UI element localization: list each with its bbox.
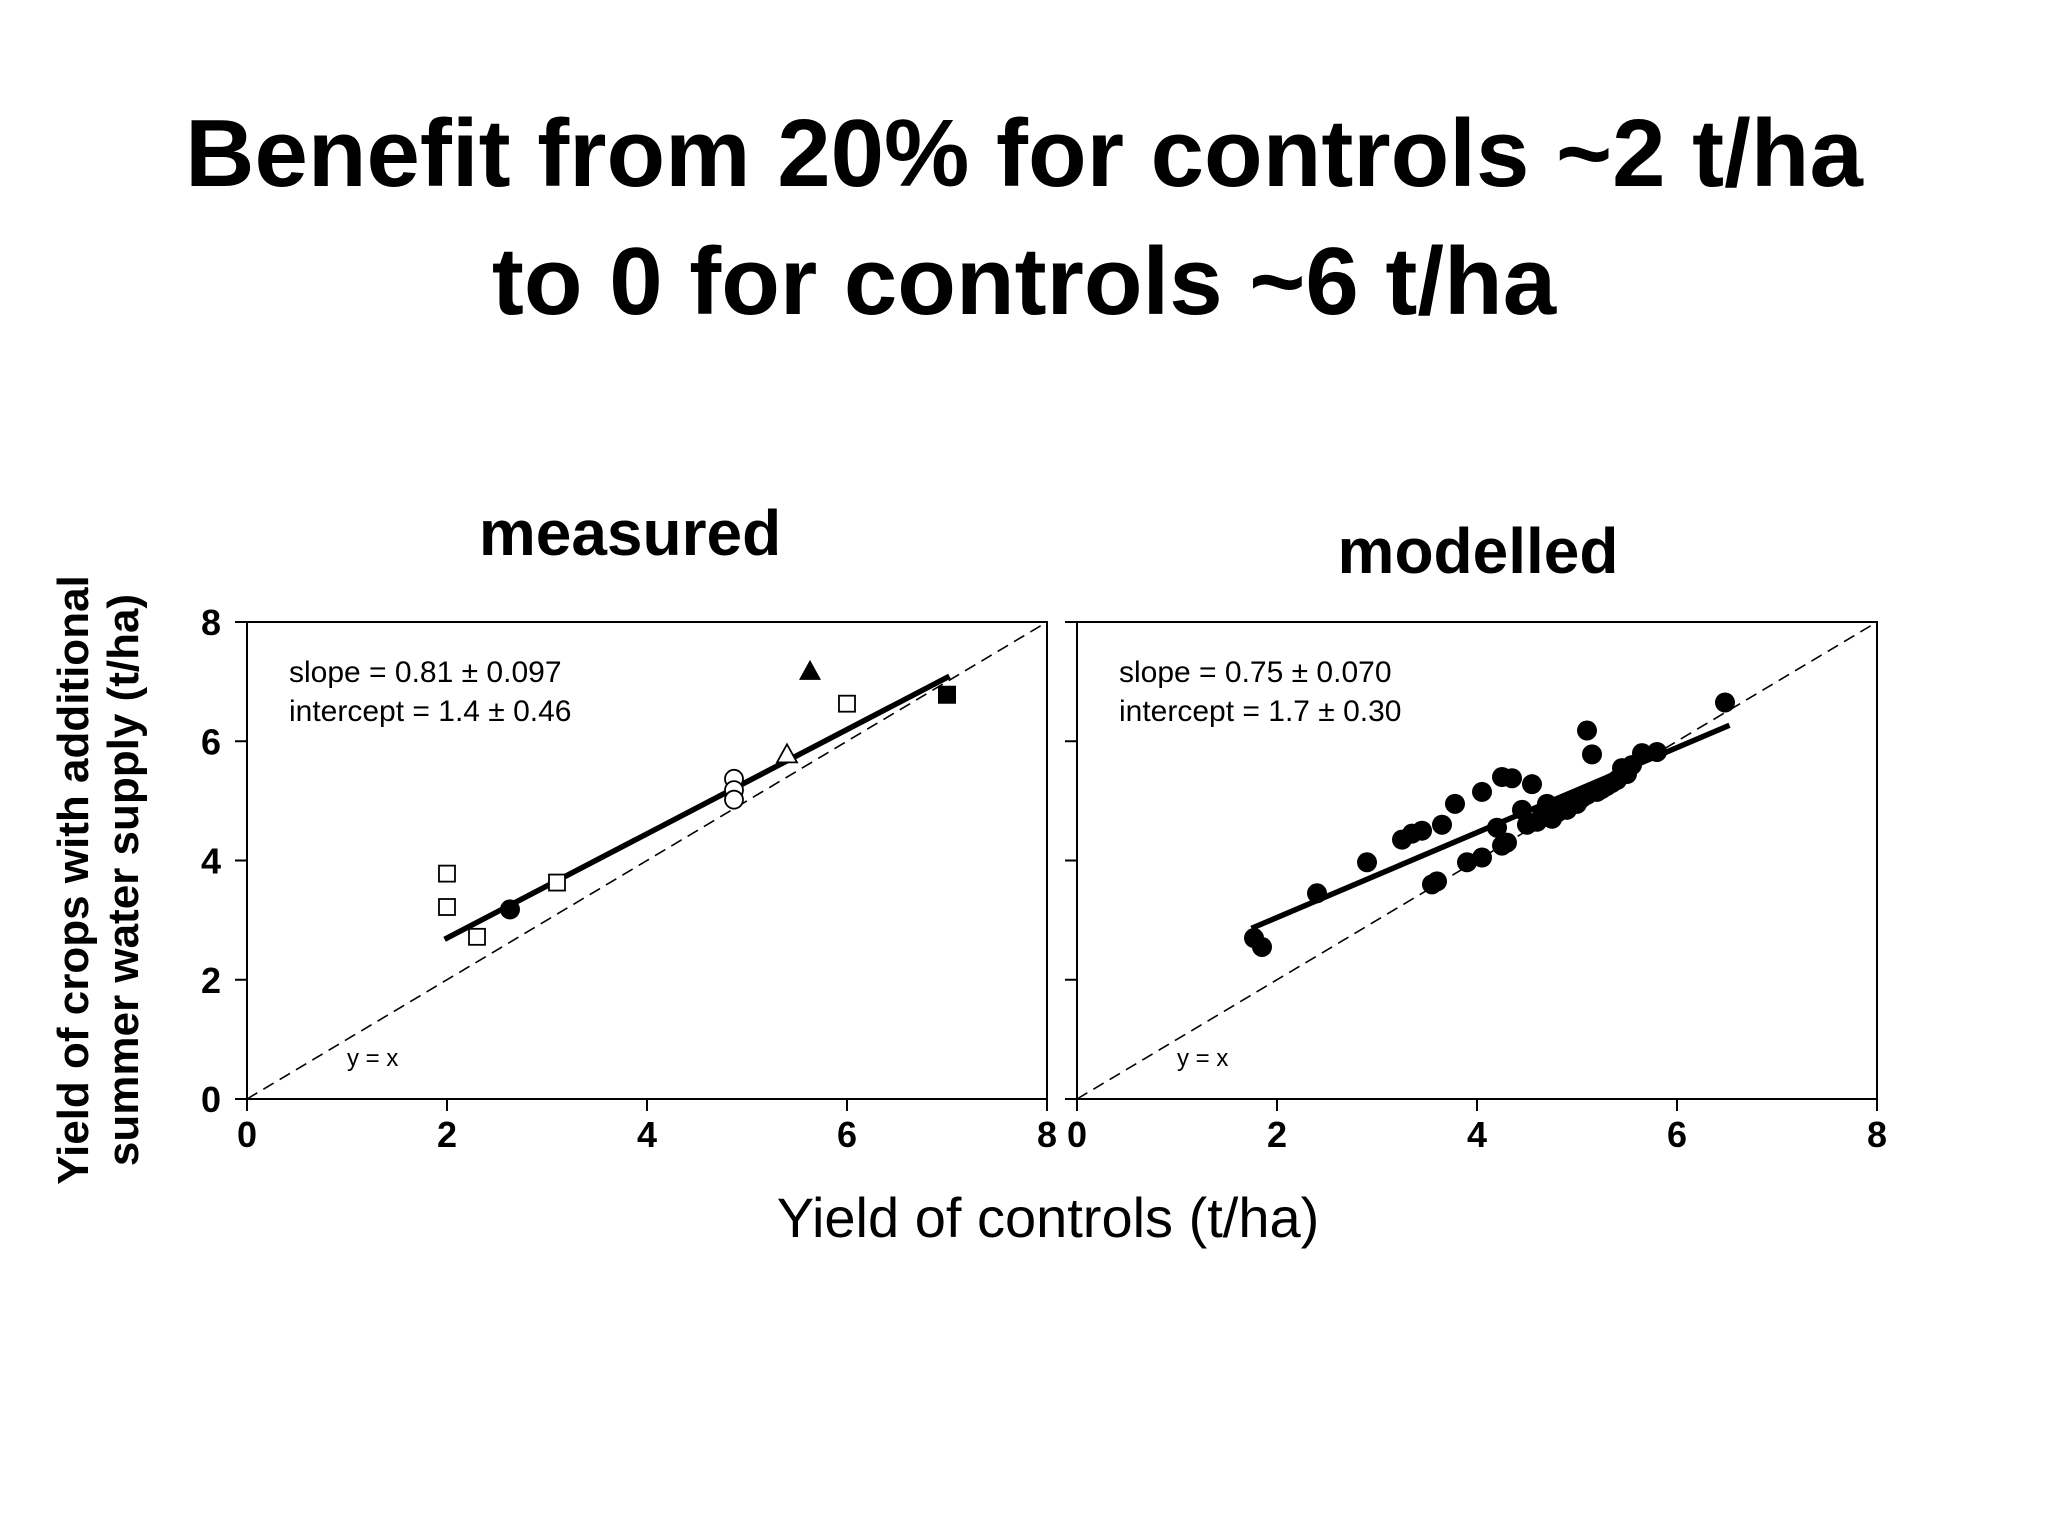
data-point-filled-circle	[1647, 741, 1667, 762]
panel-measured: 0 2 4 6 8 0 2 4 6 8 y = x slope = 0.81 ± 0.097 inter…	[201, 602, 1057, 1155]
x-tick-label: 4	[1467, 1114, 1487, 1155]
data-point-filled-circle	[1457, 852, 1477, 873]
chart-title-measured: measured	[479, 497, 781, 569]
data-point-open-square	[438, 864, 456, 883]
data-point-open-square	[468, 927, 486, 946]
reference-line-y-equals-x	[246, 621, 1048, 1100]
intercept-annotation: intercept = 1.4 ± 0.46	[289, 695, 571, 728]
data-point-filled-circle	[1472, 781, 1492, 802]
x-tick-label: 4	[637, 1114, 657, 1155]
chart-title-modelled: modelled	[1338, 515, 1619, 587]
data-point-filled-circle	[1582, 744, 1602, 765]
x-axis-label: Yield of controls (t/ha)	[777, 1186, 1320, 1249]
data-point-filled-circle	[1577, 720, 1597, 741]
y-axis-label: Yield of crops with additional summer wa…	[49, 575, 148, 1185]
intercept-annotation: intercept = 1.7 ± 0.30	[1119, 695, 1401, 728]
regression-line	[443, 673, 951, 942]
data-point-filled-circle	[1427, 871, 1447, 892]
data-point-filled-circle	[1472, 847, 1492, 868]
slope-annotation: slope = 0.75 ± 0.070	[1119, 656, 1392, 689]
y-tick-label: 8	[201, 602, 221, 643]
data-point-filled-circle	[1445, 793, 1465, 814]
data-point-filled-circle	[1522, 774, 1542, 795]
panel-modelled: 0 2 4 6 8 y = x slope = 0.75 ± 0.070 intercept …	[1065, 621, 1887, 1155]
y-axis-label-line-1: Yield of crops with additional	[49, 575, 98, 1185]
data-point-open-square	[438, 898, 456, 916]
reference-line-label: y = x	[347, 1045, 398, 1072]
data-point-filled-circle	[1357, 852, 1377, 873]
y-axis-label-line-2: summer water supply (t/ha)	[99, 594, 148, 1166]
x-tick-label: 0	[1067, 1114, 1087, 1155]
slide-title-line-2: to 0 for controls ~6 t/ha	[491, 228, 1557, 335]
x-tick-label: 6	[1667, 1114, 1687, 1155]
slide-title-line-1: Benefit from 20% for controls ~2 t/ha	[185, 100, 1863, 207]
x-tick-label: 2	[437, 1114, 457, 1155]
y-tick-label: 6	[201, 721, 221, 762]
data-point-open-circle	[724, 789, 744, 810]
data-point-open-square	[838, 694, 856, 713]
data-point-open-square	[548, 873, 566, 892]
data-point-filled-circle	[1412, 820, 1432, 841]
data-point-filled-circle	[1307, 883, 1327, 904]
x-tick-label: 8	[1037, 1114, 1057, 1155]
data-point-filled-circle	[1715, 692, 1735, 713]
x-tick-label: 8	[1867, 1114, 1887, 1155]
data-point-filled-circle	[1497, 832, 1517, 853]
x-tick-label: 6	[837, 1114, 857, 1155]
data-point-filled-circle	[1432, 814, 1452, 835]
reference-line-label: y = x	[1177, 1045, 1228, 1072]
x-tick-label: 2	[1267, 1114, 1287, 1155]
data-point-open-triangle	[775, 742, 799, 764]
slope-annotation: slope = 0.81 ± 0.097	[289, 656, 562, 689]
data-point-filled-triangle	[799, 659, 821, 680]
slide-title: Benefit from 20% for controls ~2 t/ha to…	[0, 90, 2048, 346]
data-point-filled-circle	[500, 899, 520, 920]
y-tick-label: 4	[201, 841, 221, 882]
data-point-filled-circle	[1252, 936, 1272, 957]
data-point-filled-square	[938, 685, 956, 704]
data-point-filled-circle	[1487, 817, 1507, 838]
y-tick-label: 0	[201, 1079, 221, 1120]
data-point-filled-circle	[1502, 768, 1522, 789]
x-tick-label: 0	[237, 1114, 257, 1155]
data-point-filled-circle	[1632, 743, 1652, 764]
y-tick-label: 2	[201, 960, 221, 1001]
